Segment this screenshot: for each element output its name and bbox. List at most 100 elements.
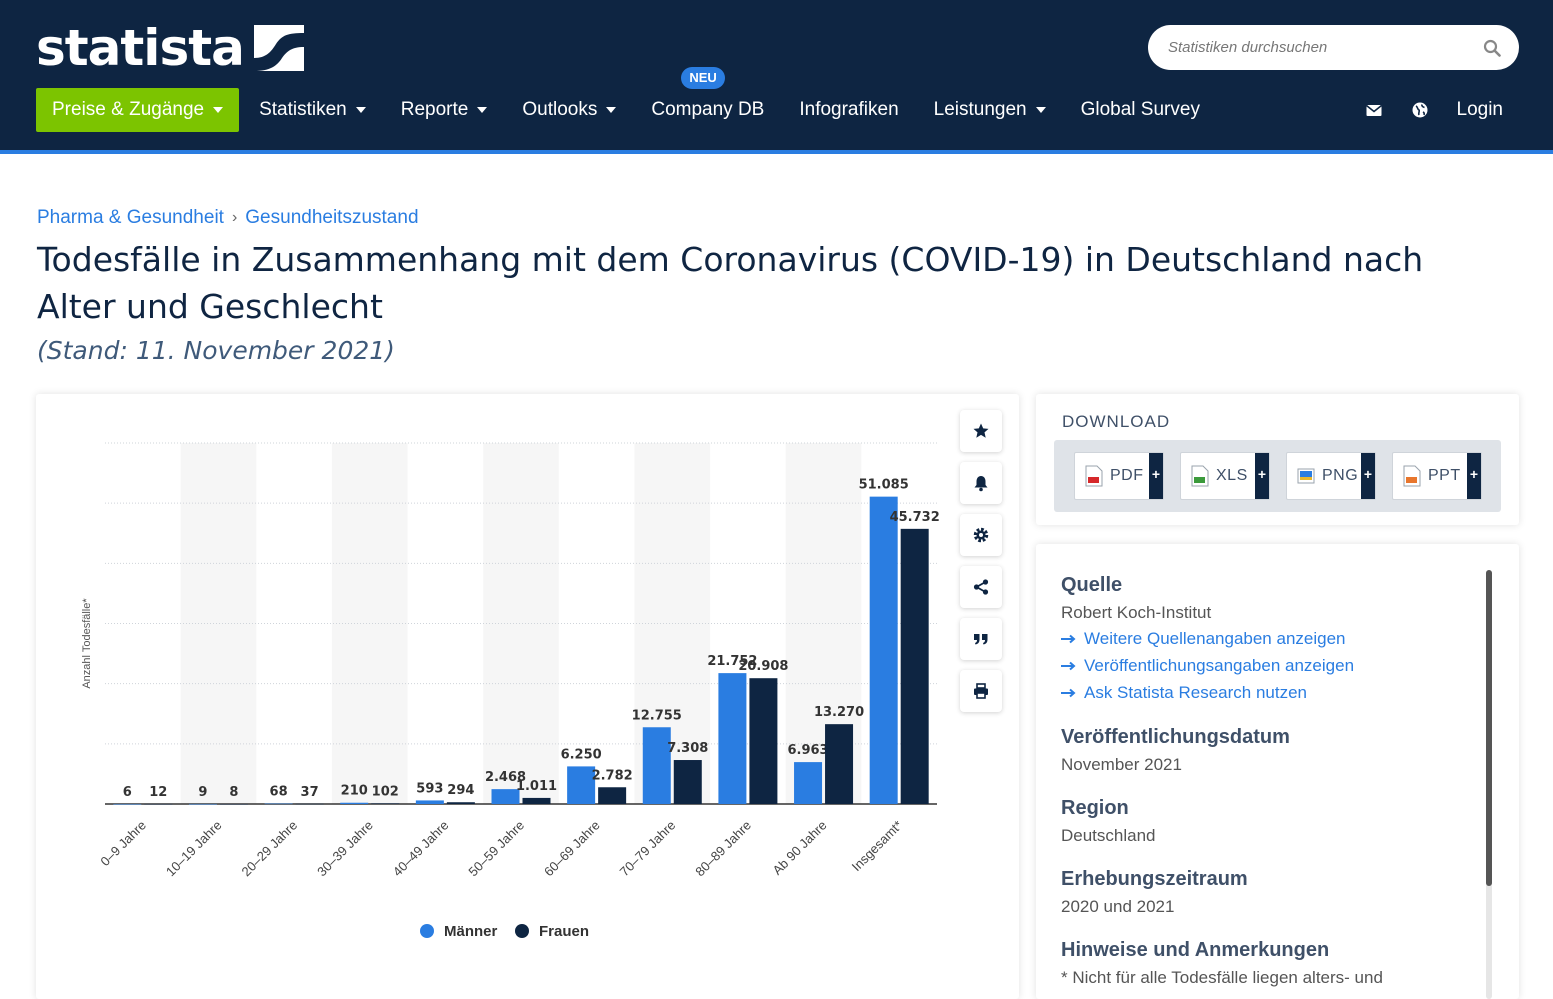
chart-bar-maenner bbox=[264, 803, 293, 805]
chart-x-tick-label: Ab 90 Jahre bbox=[769, 818, 829, 878]
info-content: Quelle Robert Koch-Institut Weitere Quel… bbox=[1061, 572, 1481, 990]
chart-bar-maenner bbox=[491, 789, 520, 804]
nav-pricing-button[interactable]: Preise & Zugänge bbox=[36, 88, 240, 132]
settings-button[interactable] bbox=[960, 514, 1002, 556]
statista-logo[interactable]: statista bbox=[36, 20, 304, 76]
nav-item-label: Infografiken bbox=[799, 99, 899, 120]
info-card: Quelle Robert Koch-Institut Weitere Quel… bbox=[1036, 544, 1519, 999]
chart-data-label: 210 bbox=[341, 784, 368, 799]
nav-item-infografiken[interactable]: Infografiken bbox=[799, 88, 898, 132]
chart-band bbox=[180, 443, 257, 804]
chart-data-label: 21.752 bbox=[707, 654, 757, 669]
link-label: Weitere Quellenangaben anzeigen bbox=[1084, 629, 1346, 648]
chart-bar-maenner bbox=[794, 762, 823, 804]
chart-data-label: 37 bbox=[301, 785, 319, 800]
notification-button[interactable] bbox=[960, 462, 1002, 504]
chevron-down-icon bbox=[355, 107, 366, 113]
arrow-right-icon bbox=[1061, 688, 1076, 697]
print-button[interactable] bbox=[960, 670, 1002, 712]
link-publication-info[interactable]: Veröffentlichungsangaben anzeigen bbox=[1061, 652, 1481, 679]
link-ask-research[interactable]: Ask Statista Research nutzen bbox=[1061, 679, 1481, 706]
nav-item-leistungen[interactable]: Leistungen bbox=[934, 88, 1046, 132]
chart-data-label: 8 bbox=[229, 785, 238, 800]
chart-bar-frauen bbox=[446, 802, 475, 804]
nav-item-label: Reporte bbox=[400, 99, 469, 120]
star-icon bbox=[973, 423, 989, 438]
region-value: Deutschland bbox=[1061, 826, 1156, 845]
nav-item-company-db[interactable]: NEU Company DB bbox=[651, 67, 764, 132]
chart-x-tick-label: 60–69 Jahre bbox=[541, 818, 603, 880]
download-title: DOWNLOAD bbox=[1062, 412, 1171, 431]
breadcrumb-separator: › bbox=[231, 209, 238, 226]
arrow-right-icon bbox=[1061, 634, 1076, 643]
plus-icon: + bbox=[1255, 453, 1269, 499]
chart-x-tick-label: 50–59 Jahre bbox=[465, 818, 527, 880]
site-header: statista Preise & Zugänge Statistiken Re… bbox=[0, 0, 1553, 150]
ppt-file-icon bbox=[1403, 465, 1421, 487]
globe-icon[interactable] bbox=[1411, 101, 1429, 119]
chart-ylabel: Anzahl Todesfälle* bbox=[81, 598, 93, 689]
chart-data-label: 9 bbox=[198, 785, 207, 800]
download-pdf-label: PDF bbox=[1110, 467, 1144, 484]
chart-data-label: 6.250 bbox=[561, 747, 602, 762]
search-icon[interactable] bbox=[1483, 39, 1501, 57]
download-png-button[interactable]: PNG + bbox=[1286, 452, 1376, 500]
chart-card: Anzahl Todesfälle* 6 12 0–9 Jahre 9 8 10–19 Ja… bbox=[36, 394, 1019, 999]
search-bar bbox=[1148, 25, 1519, 70]
bar-chart: Anzahl Todesfälle* 6 12 0–9 Jahre 9 8 10–19 Ja… bbox=[81, 442, 940, 940]
chart-data-label: 2.782 bbox=[592, 768, 633, 783]
spacer bbox=[1061, 919, 1481, 937]
plus-icon: + bbox=[1149, 453, 1163, 499]
login-link[interactable]: Login bbox=[1456, 99, 1504, 120]
arrow-right-icon bbox=[1061, 661, 1076, 670]
pubdate-heading: Veröffentlichungsdatum bbox=[1061, 726, 1290, 748]
chart-bar-frauen bbox=[900, 528, 929, 804]
nav-item-label: Statistiken bbox=[259, 99, 347, 120]
breadcrumb: Pharma & Gesundheit › Gesundheitszustand bbox=[37, 207, 419, 229]
link-label: Ask Statista Research nutzen bbox=[1084, 683, 1308, 702]
breadcrumb-item-pharma[interactable]: Pharma & Gesundheit bbox=[37, 207, 224, 228]
pubdate-value: November 2021 bbox=[1061, 755, 1182, 774]
breadcrumb-item-gesundheitszustand[interactable]: Gesundheitszustand bbox=[245, 207, 419, 228]
page-subtitle: (Stand: 11. November 2021) bbox=[37, 336, 395, 365]
chart-data-label: 12 bbox=[149, 785, 167, 800]
cite-button[interactable] bbox=[960, 618, 1002, 660]
nav-item-reporte[interactable]: Reporte bbox=[401, 88, 488, 132]
chart-bar-maenner bbox=[642, 727, 671, 804]
chart-data-label: 45.732 bbox=[890, 510, 940, 525]
nav-item-statistiken[interactable]: Statistiken bbox=[259, 88, 366, 132]
chart-data-label: 2.468 bbox=[485, 770, 526, 785]
download-ppt-label: PPT bbox=[1428, 467, 1461, 484]
region-heading: Region bbox=[1061, 797, 1129, 819]
chart-x-tick-label: Insgesamt* bbox=[849, 818, 906, 875]
spacer bbox=[1061, 848, 1481, 866]
nav-item-outlooks[interactable]: Outlooks bbox=[522, 88, 617, 132]
period-heading: Erhebungszeitraum bbox=[1061, 868, 1248, 890]
page-title: Todesfälle in Zusammenhang mit dem Coron… bbox=[37, 240, 1424, 326]
share-button[interactable] bbox=[960, 566, 1002, 608]
chart-bar-frauen bbox=[219, 803, 248, 805]
nav-item-global-survey[interactable]: Global Survey bbox=[1081, 88, 1200, 132]
source-value: Robert Koch-Institut bbox=[1061, 603, 1212, 622]
period-value: 2020 und 2021 bbox=[1061, 897, 1175, 916]
link-more-sources[interactable]: Weitere Quellenangaben anzeigen bbox=[1061, 625, 1481, 652]
favorite-button[interactable] bbox=[960, 410, 1002, 452]
scrollbar-thumb[interactable] bbox=[1486, 570, 1492, 886]
legend-label: Frauen bbox=[539, 923, 589, 940]
plus-icon: + bbox=[1361, 453, 1375, 499]
chart-bar-frauen bbox=[825, 724, 854, 804]
download-ppt-button[interactable]: PPT + bbox=[1392, 452, 1482, 500]
xls-file-icon bbox=[1191, 465, 1209, 487]
logo-mark-icon bbox=[253, 25, 304, 71]
chart-data-label: 51.085 bbox=[859, 478, 909, 493]
download-png-label: PNG bbox=[1322, 467, 1359, 484]
chart-band bbox=[483, 443, 559, 804]
chart-bar-maenner bbox=[113, 803, 142, 805]
search-input[interactable] bbox=[1168, 39, 1483, 56]
legend-marker-maenner bbox=[420, 924, 434, 938]
mail-icon[interactable] bbox=[1365, 101, 1383, 119]
download-pdf-button[interactable]: PDF + bbox=[1074, 452, 1164, 500]
chart-x-tick-label: 80–89 Jahre bbox=[692, 818, 754, 880]
download-xls-button[interactable]: XLS + bbox=[1180, 452, 1270, 500]
chart-x-tick-label: 40–49 Jahre bbox=[390, 818, 452, 880]
